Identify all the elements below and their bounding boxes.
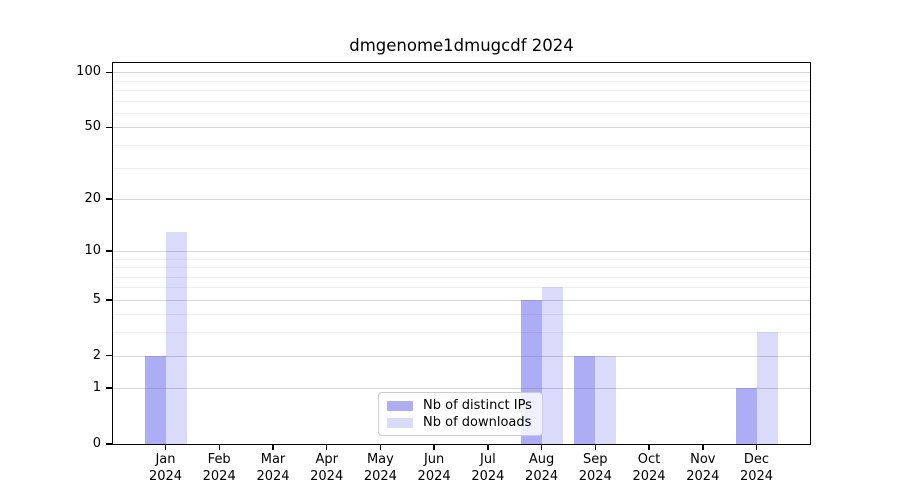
y-axis-tick-label: 50 (84, 119, 101, 135)
plot-area (111, 61, 811, 445)
y-axis-tick-label: 5 (92, 291, 101, 307)
x-axis-tick-label: Jan 2024 (148, 452, 183, 484)
major-gridline (113, 355, 810, 357)
y-axis-tick (106, 443, 113, 445)
bar-downloads (541, 287, 563, 444)
x-axis-tick (164, 444, 167, 450)
x-axis-tick-label: Jul 2024 (471, 452, 505, 484)
y-axis-tick-label: 0 (92, 436, 101, 451)
legend-item-downloads: Nb of downloads (387, 416, 534, 430)
minor-gridline (113, 90, 810, 92)
bar-distinct-ips (144, 355, 166, 444)
bar-distinct-ips (735, 388, 757, 444)
x-axis-tick (540, 444, 543, 450)
y-axis-tick-label: 20 (84, 190, 101, 206)
minor-gridline (113, 113, 810, 114)
bar-distinct-ips (574, 355, 596, 444)
legend: Nb of distinct IPs Nb of downloads (378, 392, 543, 436)
y-axis-tick-label: 2 (92, 347, 101, 363)
x-axis-tick (433, 444, 435, 450)
x-axis-tick-label: Apr 2024 (310, 452, 344, 484)
minor-gridline (113, 314, 810, 316)
major-gridline (113, 198, 810, 200)
x-axis-tick-label: Dec 2024 (739, 452, 774, 484)
x-axis-tick (379, 444, 382, 450)
x-axis-tick (648, 444, 650, 450)
minor-gridline (113, 80, 810, 82)
minor-gridline (113, 287, 810, 289)
minor-gridline (113, 258, 810, 260)
bar-downloads (595, 355, 617, 444)
chart-title: dmgenome1dmugcdf 2024 (349, 36, 574, 55)
major-gridline (113, 388, 810, 390)
x-axis-tick-label: May 2024 (363, 452, 397, 484)
x-axis-tick-label: Nov 2024 (686, 452, 720, 484)
minor-gridline (113, 145, 810, 146)
plot-layers: 0 1 2 5 10 20 50 100 Jan 2024 Feb 2024 Mar 2024 Apr… (76, 63, 810, 484)
y-axis-tick (106, 250, 113, 252)
y-axis-tick-label: 1 (92, 380, 101, 396)
major-gridline (113, 250, 810, 252)
major-gridline (113, 72, 810, 74)
y-axis-tick-label: 100 (76, 64, 101, 80)
x-axis-tick-label: Feb 2024 (202, 452, 236, 484)
y-axis-tick-label: 10 (84, 242, 101, 258)
legend-item-distinct-ips: Nb of distinct IPs (387, 399, 534, 413)
y-axis-tick (106, 198, 113, 200)
x-axis-tick (755, 444, 758, 450)
y-axis-tick (106, 387, 113, 389)
x-axis-tick-label: Mar 2024 (256, 452, 290, 484)
minor-gridline (113, 100, 810, 102)
x-axis-tick (702, 444, 704, 450)
major-gridline (113, 127, 810, 129)
x-axis-tick (218, 444, 220, 450)
x-axis-tick (594, 444, 597, 450)
legend-label: Nb of distinct IPs (423, 398, 532, 413)
x-axis-tick (272, 444, 274, 450)
major-gridline (113, 299, 810, 301)
legend-label: Nb of downloads (423, 415, 532, 430)
y-axis-tick (106, 354, 113, 357)
x-axis-tick-label: Aug 2024 (525, 452, 559, 484)
legend-swatch-distinct-ips (387, 401, 413, 411)
y-axis-tick (106, 126, 113, 129)
x-axis-tick-label: Oct 2024 (632, 452, 666, 484)
minor-gridline (113, 276, 810, 278)
x-axis-tick-label: Jun 2024 (417, 452, 451, 484)
y-axis-tick (106, 71, 113, 74)
minor-gridline (113, 167, 810, 169)
x-axis-tick-label: Sep 2024 (578, 452, 612, 484)
legend-swatch-downloads (387, 418, 413, 428)
x-axis-tick (487, 444, 489, 450)
minor-gridline (113, 267, 810, 269)
minor-gridline (113, 332, 810, 334)
x-axis-tick (325, 444, 328, 450)
bar-downloads (165, 231, 187, 444)
y-axis-tick (106, 299, 113, 301)
bar-downloads (756, 332, 778, 444)
